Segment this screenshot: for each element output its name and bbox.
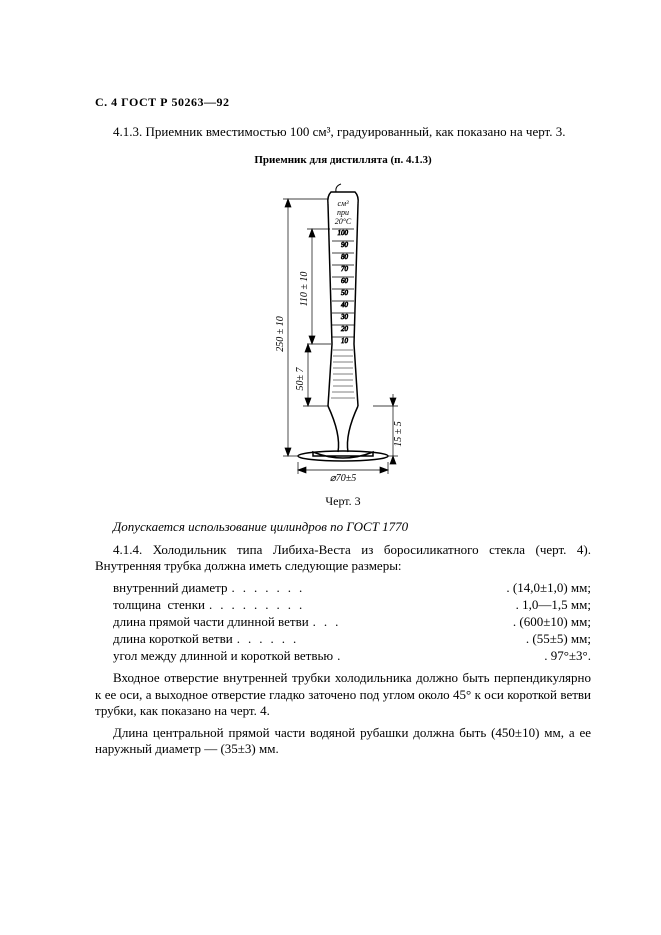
figure-title: Приемник для дистиллята (п. 4.1.3) <box>95 154 591 168</box>
spec-label: длина прямой части длинной ветви <box>113 614 309 631</box>
spec-list: внутренний диаметр ....... . (14,0±1,0) … <box>113 580 591 664</box>
figure-wrap: см³ при 20°С 100 90 80 70 60 50 40 30 20… <box>95 174 591 488</box>
svg-text:20°С: 20°С <box>335 217 352 226</box>
grad-marks: 100 90 80 70 60 50 40 30 20 10 <box>332 229 354 345</box>
svg-text:250 ± 10: 250 ± 10 <box>275 316 286 352</box>
page: С. 4 ГОСТ Р 50263—92 4.1.3. Приемник вме… <box>0 0 661 804</box>
svg-text:10: 10 <box>341 337 349 345</box>
spec-label: внутренний диаметр <box>113 580 227 597</box>
cylinder-diagram: см³ при 20°С 100 90 80 70 60 50 40 30 20… <box>233 174 453 484</box>
paragraph-414-body: Входное отверстие внутренней трубки холо… <box>95 670 591 719</box>
paragraph-italic-note: Допускается использование цилиндров по Г… <box>95 519 591 535</box>
spec-row: угол между длинной и короткой ветвью . .… <box>113 648 591 665</box>
spec-value: . (600±10) мм; <box>513 614 591 631</box>
spec-value: . 1,0—1,5 мм; <box>516 597 591 614</box>
spec-row: внутренний диаметр ....... . (14,0±1,0) … <box>113 580 591 597</box>
svg-text:30: 30 <box>340 313 349 321</box>
spec-value: . 97°±3°. <box>544 648 591 665</box>
spec-row: длина прямой части длинной ветви ... . (… <box>113 614 591 631</box>
spec-label: толщина стенки <box>113 597 205 614</box>
svg-text:80: 80 <box>341 253 349 261</box>
svg-text:70: 70 <box>341 265 349 273</box>
paragraph-414-jacket: Длина центральной прямой части водяной р… <box>95 725 591 758</box>
spec-dots: . <box>333 648 544 665</box>
svg-text:20: 20 <box>341 325 349 333</box>
spec-dots: ...... <box>233 631 526 648</box>
spec-value: . (14,0±1,0) мм; <box>506 580 591 597</box>
paragraph-414-intro: 4.1.4. Холодильник типа Либиха-Веста из … <box>95 542 591 575</box>
paragraph-413: 4.1.3. Приемник вместимостью 100 см³, гр… <box>95 124 591 140</box>
svg-text:при: при <box>337 208 349 217</box>
spec-dots: ....... <box>227 580 506 597</box>
spec-value: . (55±5) мм; <box>526 631 591 648</box>
svg-text:40: 40 <box>341 301 349 309</box>
spec-label: длина короткой ветви <box>113 631 233 648</box>
svg-text:⌀70±5: ⌀70±5 <box>330 473 357 484</box>
spec-dots: ... <box>309 614 513 631</box>
svg-text:60: 60 <box>341 277 349 285</box>
spec-label: угол между длинной и короткой ветвью <box>113 648 333 665</box>
page-header: С. 4 ГОСТ Р 50263—92 <box>95 95 591 110</box>
svg-text:110 ± 10: 110 ± 10 <box>299 272 310 307</box>
svg-text:90: 90 <box>341 241 349 249</box>
svg-text:100: 100 <box>338 229 349 237</box>
svg-text:50± 7: 50± 7 <box>295 367 306 391</box>
figure-number: Черт. 3 <box>95 494 591 509</box>
svg-text:15 ± 5: 15 ± 5 <box>393 421 404 447</box>
spec-dots: ......... <box>205 597 516 614</box>
svg-text:50: 50 <box>341 289 349 297</box>
spec-row: длина короткой ветви ...... . (55±5) мм; <box>113 631 591 648</box>
svg-text:см³: см³ <box>337 199 349 208</box>
spec-row: толщина стенки ......... . 1,0—1,5 мм; <box>113 597 591 614</box>
